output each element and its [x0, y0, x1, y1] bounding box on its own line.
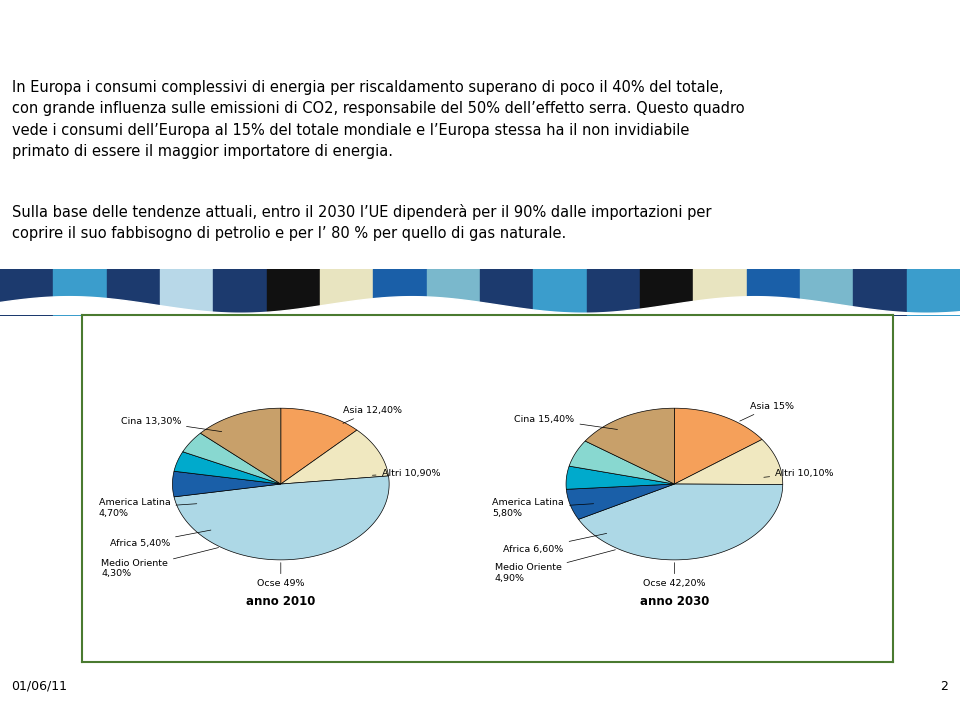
- Text: Medio Oriente
4,90%: Medio Oriente 4,90%: [494, 549, 615, 583]
- Text: anno 2030: anno 2030: [639, 595, 709, 607]
- Polygon shape: [174, 452, 280, 484]
- Text: 01/06/11: 01/06/11: [12, 680, 67, 692]
- Text: EFFICIENZA ENERGETICA NEGLI EDIFICI Ripartizione del fabbisogno energetico: EFFICIENZA ENERGETICA NEGLI EDIFICI Ripa…: [12, 24, 843, 43]
- Text: America Latina
4,70%: America Latina 4,70%: [99, 498, 197, 518]
- Text: Cina 15,40%: Cina 15,40%: [515, 415, 617, 430]
- Polygon shape: [173, 472, 280, 497]
- Polygon shape: [674, 440, 782, 484]
- Polygon shape: [174, 476, 389, 560]
- Text: America Latina
5,80%: America Latina 5,80%: [492, 498, 593, 518]
- Polygon shape: [566, 466, 674, 489]
- Polygon shape: [586, 409, 674, 484]
- Text: Altri 10,90%: Altri 10,90%: [372, 469, 440, 478]
- Text: Cina 13,30%: Cina 13,30%: [121, 417, 222, 432]
- Polygon shape: [674, 409, 762, 484]
- Text: In Europa i consumi complessivi di energia per riscaldamento superano di poco il: In Europa i consumi complessivi di energ…: [12, 80, 744, 159]
- Text: Africa 6,60%: Africa 6,60%: [503, 533, 607, 554]
- Text: Ocse 42,20%: Ocse 42,20%: [643, 563, 706, 588]
- Text: Medio Oriente
4,30%: Medio Oriente 4,30%: [101, 547, 219, 578]
- Polygon shape: [579, 484, 782, 560]
- Text: Altri 10,10%: Altri 10,10%: [764, 469, 833, 478]
- Text: Asia 15%: Asia 15%: [740, 401, 794, 421]
- Text: Ocse 49%: Ocse 49%: [257, 563, 304, 588]
- Text: Africa 5,40%: Africa 5,40%: [109, 530, 211, 548]
- Text: 2: 2: [941, 680, 948, 692]
- Polygon shape: [201, 409, 280, 484]
- Text: Asia 12,40%: Asia 12,40%: [343, 406, 402, 423]
- Polygon shape: [182, 433, 280, 484]
- Text: anno 2010: anno 2010: [246, 595, 316, 607]
- Polygon shape: [280, 409, 357, 484]
- Text: Sulla base delle tendenze attuali, entro il 2030 l’UE dipenderà per il 90% dalle: Sulla base delle tendenze attuali, entro…: [12, 204, 711, 241]
- Polygon shape: [569, 441, 674, 484]
- Polygon shape: [280, 430, 389, 484]
- Polygon shape: [566, 484, 674, 520]
